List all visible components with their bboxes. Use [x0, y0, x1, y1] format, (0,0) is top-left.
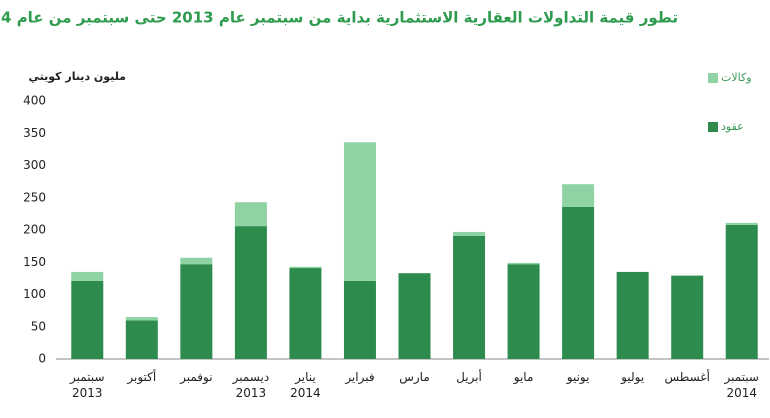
y-tick-label: 400: [23, 94, 46, 108]
bar-segment: [507, 264, 540, 359]
bar-segment: [453, 231, 486, 236]
bar-segment: [725, 224, 758, 359]
y-tick-label: 100: [23, 287, 46, 301]
y-axis-label: مليون دينار كويتي: [28, 70, 126, 83]
bar-segment: [616, 271, 649, 359]
y-tick-label: 350: [23, 126, 46, 140]
x-tick-label: مايو: [513, 370, 534, 385]
x-tick-label: ديسمبر 2013: [232, 370, 270, 400]
x-tick-label: يوليو: [620, 370, 644, 385]
bar-segment: [671, 275, 704, 276]
legend-label: عقود: [721, 120, 744, 133]
x-tick-label: فبراير: [344, 370, 374, 385]
bar-segment: [562, 206, 595, 359]
y-tick-label: 200: [23, 223, 46, 237]
y-tick-label: 150: [23, 255, 46, 269]
bar-segment: [289, 268, 322, 359]
bar-segment: [71, 271, 104, 281]
y-tick-label: 250: [23, 190, 46, 204]
x-tick-label: يونيو: [566, 370, 590, 385]
x-tick-label: سبتمبر 2014: [723, 370, 758, 400]
y-tick-label: 0: [38, 352, 46, 366]
legend-swatch: [708, 73, 718, 83]
bar-segment: [562, 184, 595, 207]
x-tick-label: مارس: [399, 370, 430, 385]
bar-segment: [125, 320, 158, 359]
x-tick-label: أغسطس: [664, 369, 709, 385]
y-tick-label: 50: [31, 319, 46, 333]
bar-segment: [671, 275, 704, 359]
x-tick-label: نوفمبر: [179, 370, 212, 385]
x-tick-label: سبتمبر 2013: [69, 370, 104, 400]
bar-segment: [125, 317, 158, 321]
bar-segment: [180, 257, 213, 265]
chart-title: تطور قيمة التداولات العقارية الاستثمارية…: [0, 9, 678, 27]
legend-label: وكالات: [721, 71, 752, 84]
x-tick-label: أكتوبر: [126, 369, 156, 385]
bar-segment: [507, 262, 540, 265]
bar-segment: [343, 280, 376, 359]
bar-segment: [234, 226, 267, 359]
bar-segment: [453, 235, 486, 359]
legend-swatch: [708, 122, 718, 132]
bar-segment: [234, 202, 267, 227]
bar-segment: [289, 266, 322, 269]
bar-segment: [398, 273, 431, 359]
bar-segment: [180, 264, 213, 359]
bar-segment: [71, 280, 104, 359]
bar-segment: [725, 222, 758, 225]
y-tick-label: 300: [23, 158, 46, 172]
x-tick-label: يناير 2014: [290, 370, 321, 400]
bar-segment: [343, 142, 376, 281]
x-tick-label: أبريل: [456, 369, 482, 385]
